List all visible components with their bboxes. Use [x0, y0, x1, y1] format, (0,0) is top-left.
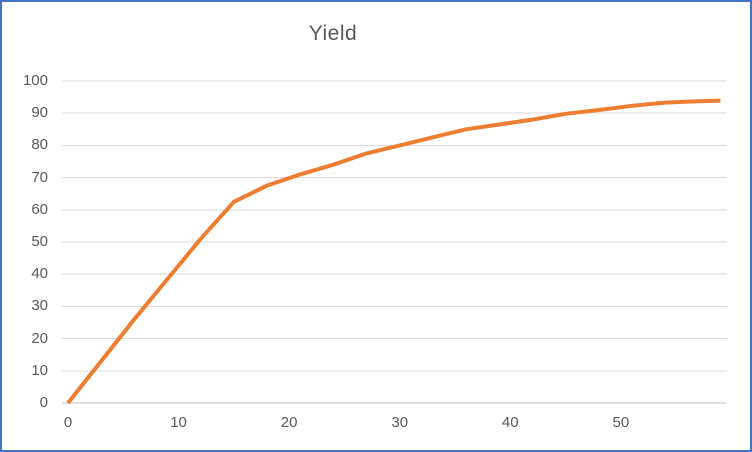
y-axis-tick-label: 20	[31, 329, 48, 347]
x-axis-tick-label: 50	[612, 414, 630, 431]
y-axis-tick-label: 0	[39, 394, 48, 411]
y-axis-tick-label: 40	[31, 265, 48, 283]
y-axis-tick-label: 80	[31, 136, 48, 154]
x-axis-tick-label: 10	[170, 414, 187, 431]
y-axis-tick-label: 10	[31, 361, 48, 379]
y-axis-tick-label: 90	[31, 104, 48, 122]
yield-series-line	[66, 98, 721, 405]
x-axis-tick-label: 0	[63, 414, 73, 431]
y-axis-tick-label: 70	[31, 168, 48, 186]
x-axis-tick-label: 40	[501, 414, 519, 431]
y-axis-tick-label: 30	[31, 297, 48, 315]
chart-title: Yield	[308, 22, 358, 45]
y-axis-tick-label: 100	[22, 72, 48, 89]
y-axis-tick-label: 50	[31, 233, 48, 250]
y-axis-tick-label: 60	[31, 200, 48, 218]
x-axis-tick-label: 30	[391, 414, 409, 431]
x-axis-tick-label: 20	[280, 414, 298, 431]
